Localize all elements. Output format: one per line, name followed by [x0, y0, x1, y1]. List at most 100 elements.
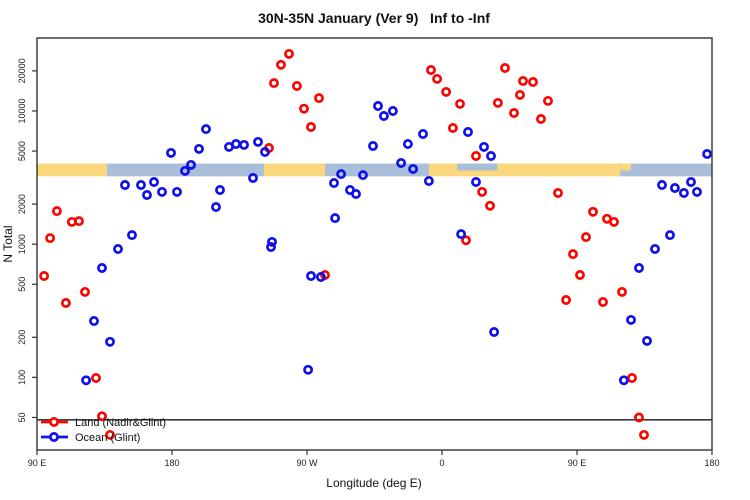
data-point — [486, 151, 496, 161]
data-point — [588, 206, 598, 217]
data-point — [180, 165, 190, 176]
data-point — [66, 216, 77, 227]
x-tick-label: 180 — [164, 458, 179, 468]
legend-land-circle-icon — [49, 417, 59, 427]
data-point — [657, 180, 667, 190]
data-point — [211, 202, 221, 212]
data-point — [306, 271, 316, 281]
y-tick-label: 2000 — [17, 194, 27, 214]
data-point — [581, 232, 591, 243]
data-point — [447, 123, 458, 133]
data-point — [509, 108, 519, 118]
data-point — [105, 336, 115, 347]
data-point — [477, 186, 488, 197]
legend-item-land: Land (Nadir&Glint) — [41, 417, 166, 429]
legend-ocean-label: Ocean (Glint) — [75, 432, 140, 444]
data-point — [157, 186, 167, 197]
band-segment-ocean — [107, 163, 264, 177]
data-point — [81, 375, 92, 386]
data-point — [598, 297, 608, 307]
data-point — [269, 78, 279, 89]
data-point — [299, 103, 309, 114]
data-point — [120, 180, 130, 190]
data-point — [686, 177, 696, 187]
band-overlay-ocean — [457, 163, 498, 171]
series-land — [39, 48, 649, 440]
data-point — [515, 89, 525, 100]
y-tick-label: 200 — [17, 330, 27, 345]
data-point — [60, 298, 71, 308]
data-point — [373, 101, 383, 111]
data-point — [669, 183, 680, 193]
data-point — [642, 335, 652, 346]
data-point — [149, 177, 159, 187]
data-point — [314, 93, 324, 104]
data-point — [471, 177, 481, 187]
data-point — [127, 230, 137, 241]
data-point — [329, 178, 339, 188]
data-point — [194, 143, 204, 154]
data-point — [91, 373, 101, 383]
data-point — [678, 188, 689, 198]
data-point — [561, 295, 572, 305]
data-point — [387, 106, 398, 116]
data-point — [396, 158, 407, 168]
data-point — [423, 176, 434, 186]
data-point — [276, 59, 286, 70]
data-point — [471, 151, 481, 161]
legend-item-ocean: Ocean (Glint) — [41, 432, 140, 444]
data-point — [639, 429, 649, 440]
data-point — [336, 169, 347, 180]
data-point — [330, 213, 341, 224]
data-point — [461, 235, 471, 246]
axes: 90 E 180 90 W 0 90 E 180 50 100 200 500 1000 2000 50… — [17, 37, 720, 468]
chart-title: 30N-35N January (Ver 9) Inf to -Inf — [258, 10, 490, 26]
data-point — [408, 164, 419, 174]
data-point — [463, 127, 473, 137]
data-point — [45, 233, 56, 244]
data-point — [489, 327, 500, 337]
data-point — [500, 63, 510, 73]
y-axis-title: N Total — [1, 225, 15, 262]
data-point — [456, 229, 467, 240]
data-point — [543, 95, 553, 106]
data-point — [266, 242, 276, 252]
data-point — [142, 190, 152, 200]
y-tick-label: 5000 — [17, 141, 27, 161]
data-point — [432, 73, 443, 84]
data-point — [378, 111, 389, 121]
data-point — [39, 271, 50, 281]
x-tick-label: 180 — [704, 458, 719, 468]
data-point — [166, 147, 176, 158]
data-point — [89, 316, 99, 326]
data-point — [650, 244, 660, 254]
data-point — [248, 173, 258, 183]
data-point — [97, 263, 107, 273]
data-point — [291, 81, 302, 91]
data-point — [402, 139, 413, 149]
data-point — [479, 141, 489, 152]
y-tick-label: 20000 — [17, 58, 27, 83]
x-tick-label: 90 E — [28, 458, 47, 468]
y-tick-label: 100 — [17, 370, 27, 385]
data-point — [609, 216, 619, 227]
data-point — [634, 263, 644, 273]
data-points — [39, 48, 713, 440]
data-point — [485, 200, 495, 211]
y-tick-label: 10000 — [17, 98, 27, 123]
legend-ocean-circle-icon — [49, 432, 59, 442]
data-point — [626, 314, 636, 325]
data-point — [618, 375, 629, 386]
data-point — [553, 188, 563, 198]
data-point — [239, 139, 249, 150]
x-tick-label: 0 — [439, 458, 444, 468]
data-point — [113, 244, 123, 254]
data-point — [492, 97, 503, 108]
data-point — [665, 230, 675, 241]
y-tick-label: 1000 — [17, 234, 27, 254]
data-point — [186, 159, 196, 170]
x-tick-label: 90 E — [568, 458, 587, 468]
data-point — [267, 236, 277, 247]
